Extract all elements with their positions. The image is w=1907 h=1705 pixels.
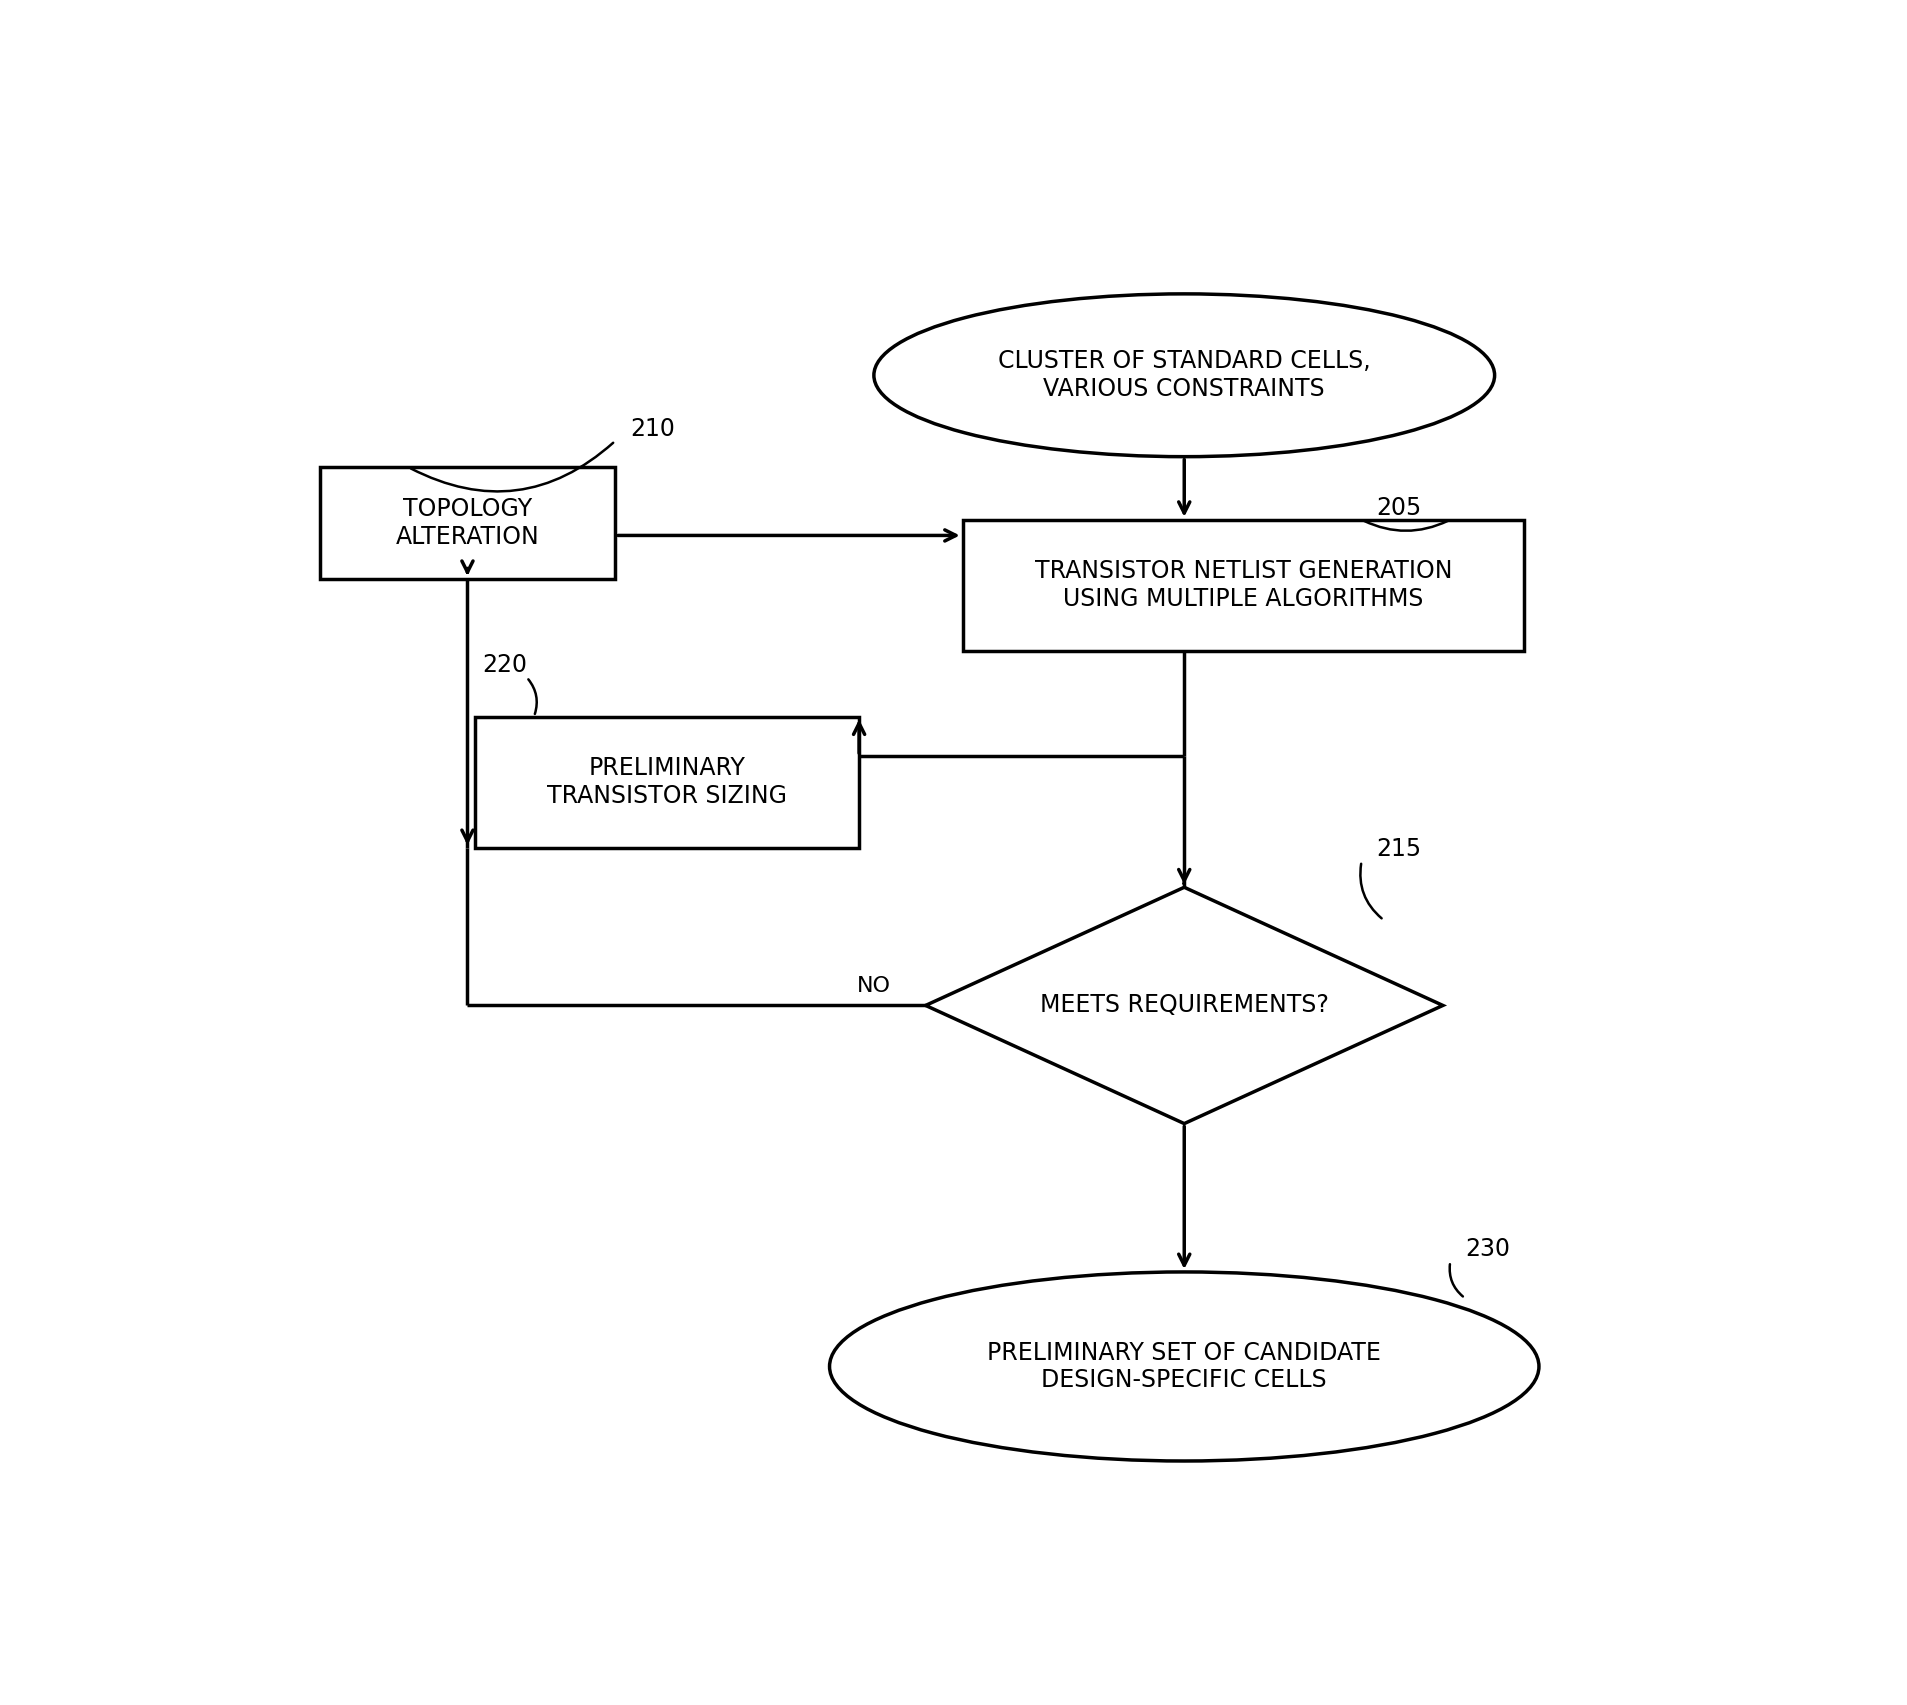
Text: PRELIMINARY SET OF CANDIDATE
DESIGN-SPECIFIC CELLS: PRELIMINARY SET OF CANDIDATE DESIGN-SPEC… [988,1340,1381,1393]
Text: TOPOLOGY
ALTERATION: TOPOLOGY ALTERATION [395,498,540,549]
Bar [320,467,616,578]
Text: PRELIMINARY
TRANSISTOR SIZING: PRELIMINARY TRANSISTOR SIZING [547,757,788,808]
Text: 215: 215 [1377,837,1421,861]
Text: 220: 220 [482,653,526,677]
Text: 205: 205 [1377,496,1421,520]
Text: CLUSTER OF STANDARD CELLS,
VARIOUS CONSTRAINTS: CLUSTER OF STANDARD CELLS, VARIOUS CONST… [997,350,1371,401]
Text: 230: 230 [1465,1238,1510,1262]
Text: TRANSISTOR NETLIST GENERATION
USING MULTIPLE ALGORITHMS: TRANSISTOR NETLIST GENERATION USING MULT… [1036,559,1451,610]
Text: NO: NO [856,975,891,996]
Text: MEETS REQUIREMENTS?: MEETS REQUIREMENTS? [1039,994,1329,1018]
Text: 210: 210 [629,418,675,442]
Bar [963,520,1524,651]
Bar [475,716,858,847]
